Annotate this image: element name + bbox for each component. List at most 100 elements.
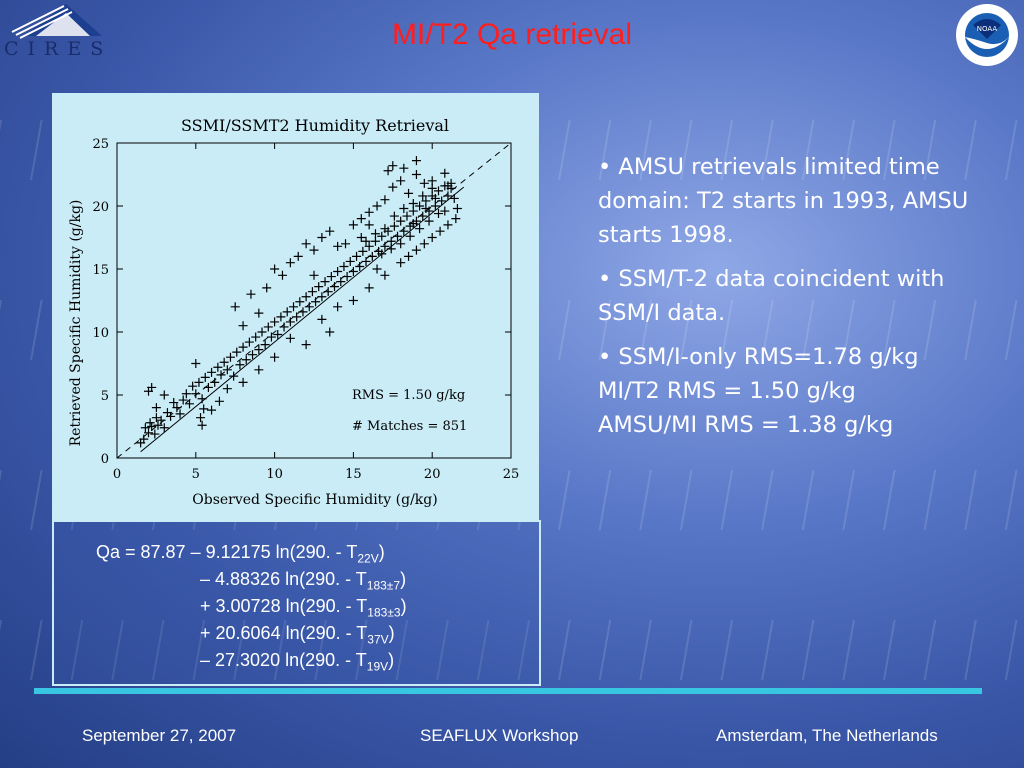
data-point — [388, 161, 398, 171]
formula-line-2: – 4.88326 ln(290. - T183±7) — [200, 569, 406, 593]
data-point — [270, 264, 280, 274]
data-point — [150, 429, 160, 439]
data-point — [222, 365, 232, 375]
data-point — [139, 434, 149, 444]
data-point — [415, 201, 425, 211]
formula-subscript: 22V — [357, 551, 379, 566]
data-point — [389, 211, 399, 221]
data-point — [380, 224, 390, 234]
formula-subscript: 183±3 — [367, 605, 401, 620]
data-point — [197, 394, 207, 404]
y-axis-label: Retrieved Specific Humidity (g/kg) — [68, 200, 84, 447]
y-tick-label: 0 — [101, 452, 109, 467]
data-point — [345, 256, 355, 266]
data-point — [418, 211, 428, 221]
data-point — [232, 347, 242, 357]
y-tick-label: 10 — [92, 326, 109, 341]
data-point — [282, 307, 292, 317]
data-point — [230, 302, 240, 312]
data-point — [151, 413, 161, 423]
data-point — [222, 384, 232, 394]
data-point — [166, 411, 176, 421]
formula-subscript: 183±7 — [366, 578, 401, 593]
data-point — [289, 302, 299, 312]
data-point — [262, 283, 272, 293]
y-tick-label: 20 — [92, 200, 109, 215]
data-point — [147, 382, 157, 392]
data-point — [380, 195, 390, 205]
data-point — [435, 226, 445, 236]
data-point — [270, 352, 280, 362]
data-point — [292, 312, 302, 322]
x-tick-label: 20 — [424, 467, 441, 482]
data-point — [396, 216, 406, 226]
data-point — [341, 239, 351, 249]
data-point — [207, 405, 217, 415]
data-point — [408, 198, 418, 208]
data-point — [317, 292, 327, 302]
data-point — [196, 413, 206, 423]
data-point — [178, 395, 188, 405]
data-point — [325, 327, 335, 337]
cires-wordmark: CIRES — [4, 38, 113, 60]
data-point — [145, 418, 155, 428]
formula-subscript: 37V — [367, 632, 389, 647]
formula-line-3: + 3.00728 ln(290. - T183±3) — [200, 596, 407, 620]
data-point — [175, 409, 185, 419]
data-point — [326, 272, 336, 282]
chart-panel: SSMI/SSMT2 Humidity Retrieval 0 5 10 15 20 25… — [52, 93, 539, 521]
data-point — [304, 302, 314, 312]
data-point — [293, 251, 303, 261]
data-point — [279, 322, 289, 332]
data-point — [213, 362, 223, 372]
data-point — [399, 163, 409, 173]
formula-text: ) — [388, 623, 395, 643]
data-point — [421, 204, 431, 214]
x-tick-label: 0 — [113, 467, 121, 482]
data-point — [320, 277, 330, 287]
data-point — [437, 196, 447, 206]
data-point — [254, 308, 264, 318]
data-point — [203, 382, 213, 392]
data-point — [333, 241, 343, 251]
data-point — [388, 182, 398, 192]
data-point — [140, 423, 150, 433]
data-point — [159, 423, 169, 433]
footer-event: SEAFLUX Workshop — [420, 726, 579, 745]
data-point — [430, 193, 440, 203]
data-point — [151, 403, 161, 413]
data-point — [427, 183, 437, 193]
data-point — [361, 236, 371, 246]
data-point — [383, 166, 393, 176]
data-point — [159, 390, 169, 400]
data-point — [295, 297, 305, 307]
data-point — [244, 337, 254, 347]
x-axis-label: Observed Specific Humidity (g/kg) — [192, 492, 437, 508]
fit-line — [140, 186, 465, 453]
data-point — [418, 191, 428, 201]
data-point — [238, 342, 248, 352]
footer-location: Amsterdam, The Netherlands — [716, 726, 938, 745]
data-point — [214, 396, 224, 406]
formula-text: – 4.88326 ln(290. - T — [200, 569, 367, 589]
data-point — [364, 283, 374, 293]
data-point — [184, 399, 194, 409]
data-point — [200, 372, 210, 382]
data-point — [370, 229, 380, 239]
y-tick-label: 25 — [92, 137, 109, 152]
data-point — [443, 220, 453, 230]
data-point — [370, 236, 380, 246]
plot-frame — [116, 142, 512, 459]
data-point — [434, 209, 444, 219]
data-point — [411, 170, 421, 179]
data-point — [251, 332, 261, 342]
data-point — [396, 258, 406, 268]
formula-line-5: – 27.3020 ln(290. - T19V) — [200, 650, 394, 674]
x-tick-label: 5 — [192, 467, 200, 482]
x-tick-label: 15 — [345, 467, 362, 482]
data-point — [399, 226, 409, 236]
data-point — [238, 377, 248, 387]
data-point — [153, 420, 163, 430]
y-tick-label: 5 — [101, 389, 109, 404]
data-point — [285, 258, 295, 268]
